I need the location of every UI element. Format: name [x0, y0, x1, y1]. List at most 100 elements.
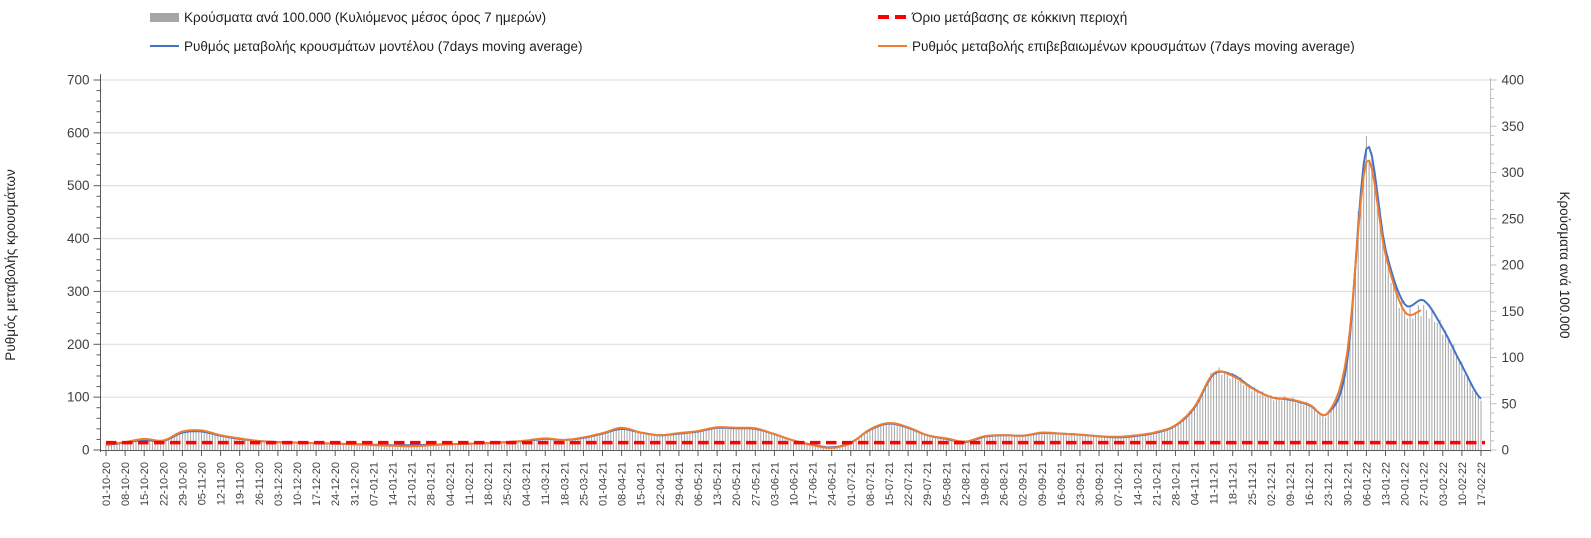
svg-text:21-01-21: 21-01-21 — [407, 462, 419, 506]
svg-text:15-10-20: 15-10-20 — [139, 462, 151, 506]
legend-label: Όριο μετάβασης σε κόκκινη περιοχή — [912, 9, 1128, 25]
svg-text:09-12-21: 09-12-21 — [1285, 462, 1297, 506]
svg-text:100: 100 — [67, 390, 90, 405]
svg-text:600: 600 — [67, 125, 90, 140]
blue-line-marker-icon — [150, 45, 179, 47]
svg-text:28-01-21: 28-01-21 — [426, 462, 438, 506]
svg-text:07-10-21: 07-10-21 — [1113, 462, 1125, 506]
svg-text:12-08-21: 12-08-21 — [960, 462, 972, 506]
svg-text:200: 200 — [1502, 258, 1525, 273]
svg-text:350: 350 — [1502, 119, 1525, 134]
svg-text:06-05-21: 06-05-21 — [693, 462, 705, 506]
svg-text:05-11-20: 05-11-20 — [196, 462, 208, 505]
left-axis-title: Ρυθμός μεταβολής κρουσμάτων — [3, 169, 18, 361]
svg-text:03-12-20: 03-12-20 — [273, 462, 285, 506]
svg-text:700: 700 — [67, 73, 90, 88]
svg-text:17-06-21: 17-06-21 — [808, 462, 820, 506]
svg-text:300: 300 — [1502, 165, 1525, 180]
svg-text:22-04-21: 22-04-21 — [655, 462, 667, 506]
svg-text:04-11-21: 04-11-21 — [1190, 462, 1202, 505]
svg-text:11-02-21: 11-02-21 — [464, 462, 476, 505]
bar-marker-icon — [150, 12, 179, 22]
legend-item-red-threshold: Όριο μετάβασης σε κόκκινη περιοχή — [878, 8, 1127, 26]
svg-text:17-12-20: 17-12-20 — [311, 462, 323, 506]
svg-text:26-08-21: 26-08-21 — [999, 462, 1011, 506]
svg-text:09-09-21: 09-09-21 — [1037, 462, 1049, 506]
svg-text:07-01-21: 07-01-21 — [368, 462, 380, 506]
svg-text:11-03-21: 11-03-21 — [540, 462, 552, 505]
svg-text:14-01-21: 14-01-21 — [387, 462, 399, 506]
model-rate-line — [105, 146, 1482, 449]
svg-text:13-01-22: 13-01-22 — [1381, 462, 1393, 506]
svg-text:30-09-21: 30-09-21 — [1094, 462, 1106, 506]
svg-text:300: 300 — [67, 284, 90, 299]
svg-text:01-04-21: 01-04-21 — [598, 462, 610, 506]
svg-text:25-03-21: 25-03-21 — [578, 462, 590, 506]
svg-text:04-02-21: 04-02-21 — [445, 462, 457, 506]
svg-text:150: 150 — [1502, 304, 1525, 319]
svg-text:04-03-21: 04-03-21 — [521, 462, 533, 506]
svg-text:10-02-22: 10-02-22 — [1457, 462, 1469, 506]
svg-text:19-08-21: 19-08-21 — [979, 462, 991, 506]
svg-text:50: 50 — [1502, 396, 1517, 411]
svg-text:23-12-21: 23-12-21 — [1323, 462, 1335, 506]
svg-text:01-07-21: 01-07-21 — [846, 462, 858, 506]
svg-text:16-12-21: 16-12-21 — [1304, 462, 1316, 506]
svg-text:25-11-21: 25-11-21 — [1247, 462, 1259, 505]
legend-item-model-rate: Ρυθμός μεταβολής κρουσμάτων μοντέλου (7d… — [150, 37, 583, 55]
svg-text:12-11-20: 12-11-20 — [216, 462, 228, 505]
svg-text:29-10-20: 29-10-20 — [177, 462, 189, 506]
svg-text:22-10-20: 22-10-20 — [158, 462, 170, 506]
svg-text:02-09-21: 02-09-21 — [1018, 462, 1030, 506]
svg-text:05-08-21: 05-08-21 — [941, 462, 953, 506]
svg-text:20-05-21: 20-05-21 — [731, 462, 743, 506]
svg-text:11-11-21: 11-11-21 — [1209, 462, 1221, 504]
svg-text:400: 400 — [1502, 73, 1525, 88]
svg-text:29-07-21: 29-07-21 — [922, 462, 934, 506]
svg-text:18-11-21: 18-11-21 — [1228, 462, 1240, 505]
svg-text:08-04-21: 08-04-21 — [617, 462, 629, 506]
svg-text:24-12-20: 24-12-20 — [330, 462, 342, 506]
svg-text:15-07-21: 15-07-21 — [884, 462, 896, 506]
svg-text:24-06-21: 24-06-21 — [827, 462, 839, 506]
svg-text:400: 400 — [67, 231, 90, 246]
svg-text:15-04-21: 15-04-21 — [636, 462, 648, 506]
cases-bars-series — [105, 135, 1482, 451]
legend-label: Ρυθμός μεταβολής κρουσμάτων μοντέλου (7d… — [184, 38, 583, 54]
svg-text:28-10-21: 28-10-21 — [1170, 462, 1182, 506]
svg-text:22-07-21: 22-07-21 — [903, 462, 915, 506]
svg-text:30-12-21: 30-12-21 — [1342, 462, 1354, 506]
svg-text:18-02-21: 18-02-21 — [483, 462, 495, 506]
svg-text:03-06-21: 03-06-21 — [769, 462, 781, 506]
svg-text:100: 100 — [1502, 350, 1525, 365]
svg-text:13-05-21: 13-05-21 — [712, 462, 724, 506]
confirmed-rate-line — [105, 159, 1422, 449]
orange-line-marker-icon — [878, 45, 907, 47]
svg-text:08-07-21: 08-07-21 — [865, 462, 877, 506]
dashed-line-marker-icon — [878, 15, 907, 19]
svg-text:02-12-21: 02-12-21 — [1266, 462, 1278, 506]
svg-text:21-10-21: 21-10-21 — [1151, 462, 1163, 506]
svg-text:200: 200 — [67, 337, 90, 352]
svg-text:18-03-21: 18-03-21 — [559, 462, 571, 506]
svg-text:27-05-21: 27-05-21 — [750, 462, 762, 506]
plot-area: 0 100 200 300 400 500 600 700 0 50 100 150 200 250 300… — [67, 73, 1524, 507]
svg-text:0: 0 — [1502, 443, 1510, 458]
svg-text:14-10-21: 14-10-21 — [1132, 462, 1144, 506]
svg-text:23-09-21: 23-09-21 — [1075, 462, 1087, 506]
svg-text:16-09-21: 16-09-21 — [1056, 462, 1068, 506]
legend-item-confirmed-rate: Ρυθμός μεταβολής επιβεβαιωμένων κρουσμάτ… — [878, 37, 1355, 55]
svg-text:500: 500 — [67, 178, 90, 193]
svg-text:29-04-21: 29-04-21 — [674, 462, 686, 506]
legend-label: Ρυθμός μεταβολής επιβεβαιωμένων κρουσμάτ… — [912, 38, 1355, 54]
svg-text:10-12-20: 10-12-20 — [292, 462, 304, 506]
svg-text:01-10-20: 01-10-20 — [101, 462, 113, 506]
svg-text:26-11-20: 26-11-20 — [254, 462, 266, 505]
legend-label: Κρούσματα ανά 100.000 (Κυλιόμενος μέσος … — [184, 9, 547, 25]
svg-text:17-02-22: 17-02-22 — [1476, 462, 1488, 506]
svg-text:19-11-20: 19-11-20 — [235, 462, 247, 505]
svg-text:31-12-20: 31-12-20 — [349, 462, 361, 506]
right-axis-title: Κρούσματα ανά 100.000 — [1557, 191, 1572, 338]
